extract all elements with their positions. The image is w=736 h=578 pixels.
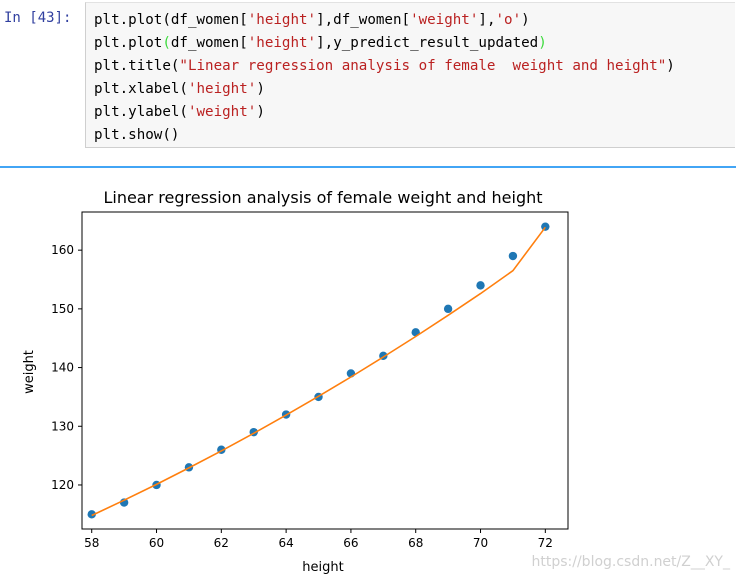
x-axis-ticks: 58 60 62 64 66 68 70 72	[84, 529, 553, 550]
data-point	[541, 222, 550, 231]
data-point	[508, 251, 518, 261]
output-separator	[0, 166, 736, 168]
y-tick-label: 160	[51, 243, 74, 257]
x-tick-label: 66	[343, 536, 358, 550]
cell-prompt: In [43]:	[4, 10, 72, 26]
y-tick-label: 150	[51, 302, 74, 316]
plot-area	[81, 211, 569, 530]
watermark: https://blog.csdn.net/Z__XY_	[532, 554, 731, 570]
chart-title: Linear regression analysis of female wei…	[103, 188, 542, 207]
y-tick-label: 140	[51, 361, 74, 375]
y-tick-label: 130	[51, 419, 74, 433]
y-axis-label: weight	[22, 350, 37, 394]
data-point	[443, 304, 453, 314]
x-tick-label: 72	[538, 536, 553, 550]
x-tick-label: 64	[278, 536, 293, 550]
x-axis-label: height	[302, 560, 343, 575]
data-series	[87, 222, 550, 519]
x-tick-label: 58	[84, 536, 99, 550]
data-point	[87, 510, 96, 519]
x-tick-label: 70	[473, 536, 488, 550]
regression-line	[91, 226, 546, 517]
x-tick-label: 68	[408, 536, 423, 550]
data-point	[476, 281, 485, 290]
x-tick-label: 62	[214, 536, 229, 550]
code-text[interactable]: plt.plot(df_women['height'],df_women['we…	[94, 12, 675, 143]
x-tick-label: 60	[149, 536, 164, 550]
y-axis-ticks: 120 130 140 150 160	[51, 243, 82, 492]
y-tick-label: 120	[51, 478, 74, 492]
code-cell[interactable]: plt.plot(df_women['height'],df_women['we…	[85, 2, 735, 148]
